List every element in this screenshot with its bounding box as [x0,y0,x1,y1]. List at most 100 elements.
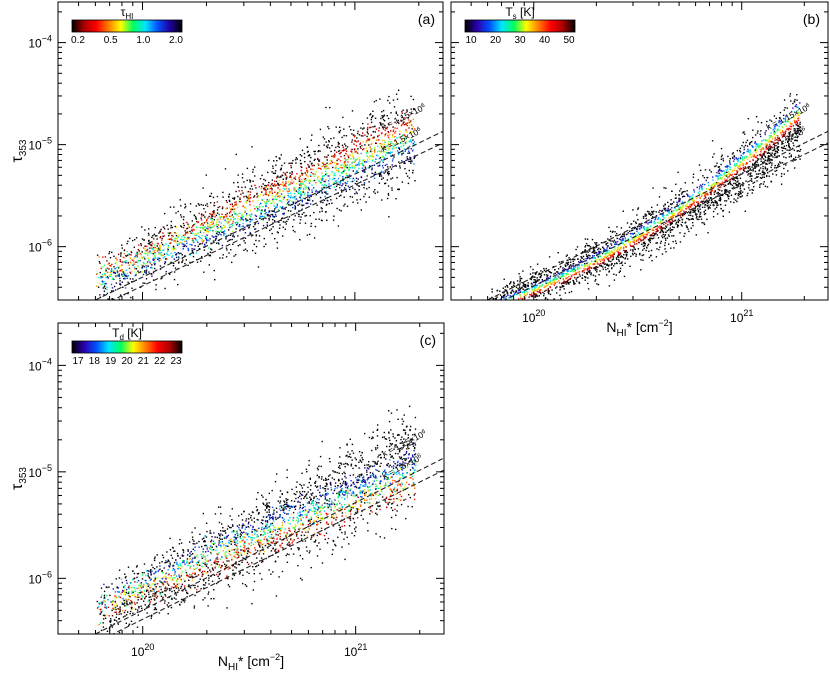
scatter-point [135,253,137,255]
scatter-point [714,165,716,168]
scatter-point [373,136,375,138]
scatter-point [746,171,748,174]
scatter-point [181,242,183,244]
scatter-point [218,243,220,245]
scatter-point [735,199,737,201]
scatter-point [648,250,650,252]
scatter-point [597,248,599,251]
scatter-point [788,138,790,140]
scatter-point [232,235,234,237]
scatter-point [175,241,177,243]
scatter-point [623,254,625,256]
scatter-point [279,189,281,191]
scatter-point [703,213,706,216]
scatter-point [523,307,524,308]
scatter-point [642,254,645,256]
scatter-point [739,149,741,152]
scatter-point [767,172,769,174]
scatter-point [371,115,374,117]
scatter-point [221,231,223,233]
scatter-point [687,195,689,197]
scatter-point [167,245,170,247]
scatter-point [251,234,254,236]
scatter-point [783,135,785,137]
scatter-point [312,187,315,189]
scatter-point [339,129,342,132]
scatter-point [324,183,326,186]
scatter-point [581,260,583,262]
scatter-point [752,136,754,139]
scatter-point [796,139,798,142]
scatter-point [243,211,246,213]
scatter-point [691,196,694,199]
scatter-point [304,192,306,194]
scatter-point [381,111,383,113]
scatter-point [206,234,208,236]
scatter-point [191,237,194,240]
scatter-point [607,258,609,261]
scatter-point [325,145,328,147]
scatter-point [666,230,669,232]
scatter-point [744,159,746,161]
scatter-point [688,230,690,233]
scatter-point [746,162,748,164]
scatter-point [723,181,725,184]
scatter-point [236,223,239,225]
scatter-point [501,296,503,298]
scatter-point [494,310,495,311]
scatter-point [362,149,364,151]
scatter-point [522,284,525,286]
scatter-point [101,283,103,286]
scatter-point [682,195,685,197]
scatter-point [128,264,130,266]
scatter-point [321,162,323,164]
scatter-point [167,238,169,240]
scatter-point [605,254,607,256]
scatter-point [521,277,523,280]
scatter-point [560,261,562,263]
scatter-point [229,224,231,227]
scatter-point [382,177,384,179]
scatter-point [110,273,112,275]
scatter-point [152,234,154,237]
scatter-point [392,129,395,131]
scatter-point [623,232,625,234]
scatter-point [382,115,384,118]
scatter-point [629,230,631,232]
scatter-point [259,215,261,217]
scatter-point [793,167,796,169]
scatter-point [642,238,645,240]
scatter-point [318,175,320,178]
scatter-point [150,247,153,249]
scatter-point [719,189,721,191]
scatter-point [540,293,542,295]
scatter-point [599,259,601,261]
scatter-point [710,185,712,187]
scatter-point [186,242,188,244]
scatter-point [329,162,332,165]
scatter-point [518,285,521,287]
scatter-point [783,134,785,136]
scatter-point [224,233,226,235]
scatter-point [301,201,303,203]
scatter-point [126,242,128,245]
scatter-point [561,269,564,272]
scatter-point [303,188,305,190]
scatter-point [412,139,414,141]
scatter-point [499,290,501,292]
scatter-point [641,243,643,245]
scatter-point [597,258,599,260]
scatter-point [790,125,793,128]
colorbar-tick-label: 2.0 [169,35,183,46]
scatter-point [339,160,342,162]
scatter-point [354,182,357,185]
scatter-point [504,294,506,296]
scatter-point [146,262,148,265]
scatter-point [602,266,604,268]
scatter-point [135,274,137,276]
scatter-point [650,221,652,223]
scatter-point [127,254,129,256]
scatter-point [335,126,337,128]
scatter-point [213,213,215,215]
scatter-point [375,139,378,141]
